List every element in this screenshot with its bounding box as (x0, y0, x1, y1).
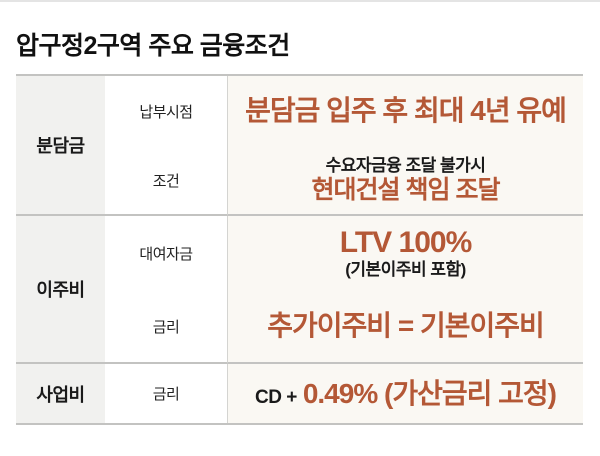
value-cell-payment-timing: 분담금 입주 후 최대 4년 유예 (227, 76, 583, 147)
category-label: 분담금 (36, 136, 85, 156)
category-label: 사업비 (36, 384, 85, 405)
subitem-cell-interest-rate: 금리 (105, 290, 227, 364)
subitem-label: 대여자금 (139, 245, 193, 263)
value-cell-loan-funds: LTV 100% (기본이주비 포함) (227, 216, 583, 291)
value-main-text: 추가이주비 = 기본이주비 (267, 310, 545, 342)
subitem-cell-condition: 조건 (105, 146, 227, 216)
value-main-text: 현대건설 책임 조달 (311, 175, 501, 204)
subitem-cell-business-rate: 금리 (105, 364, 227, 423)
category-label: 이주비 (36, 280, 85, 300)
value-main-text: LTV 100% (339, 226, 472, 260)
value-note-text: 수요자금융 조달 불가시 (325, 156, 486, 176)
subitem-label: 납부시점 (139, 103, 193, 121)
subitem-cell-payment-timing: 납부시점 (105, 76, 227, 147)
value-main-text: 0.49% (가산금리 고정) (302, 377, 557, 409)
subitem-label: 금리 (152, 318, 180, 336)
value-note-text: (기본이주비 포함) (345, 260, 466, 280)
value-main-text: 분담금 입주 후 최대 4년 유예 (245, 95, 567, 127)
finance-conditions-table: 분담금 납부시점 분담금 입주 후 최대 4년 유예 조건 수요자금융 조달 불… (16, 74, 583, 425)
subitem-label: 금리 (152, 386, 180, 403)
subitem-label: 조건 (152, 172, 180, 190)
page-title: 압구정2구역 주요 금융조건 (16, 32, 290, 60)
value-inline-group: CD + 0.49% (가산금리 고정) (255, 377, 557, 409)
subitem-cell-loan-funds: 대여자금 (105, 216, 227, 291)
category-cell-business-cost: 사업비 (16, 364, 105, 423)
value-cell-business-rate: CD + 0.49% (가산금리 고정) (227, 364, 583, 423)
value-cell-condition: 수요자금융 조달 불가시 현대건설 책임 조달 (227, 146, 583, 216)
value-prefix-text: CD + (255, 386, 297, 408)
category-cell-contribution: 분담금 (16, 76, 105, 216)
category-cell-relocation: 이주비 (16, 216, 105, 364)
value-cell-interest-rate: 추가이주비 = 기본이주비 (227, 290, 583, 364)
top-divider-line (0, 0, 600, 2)
